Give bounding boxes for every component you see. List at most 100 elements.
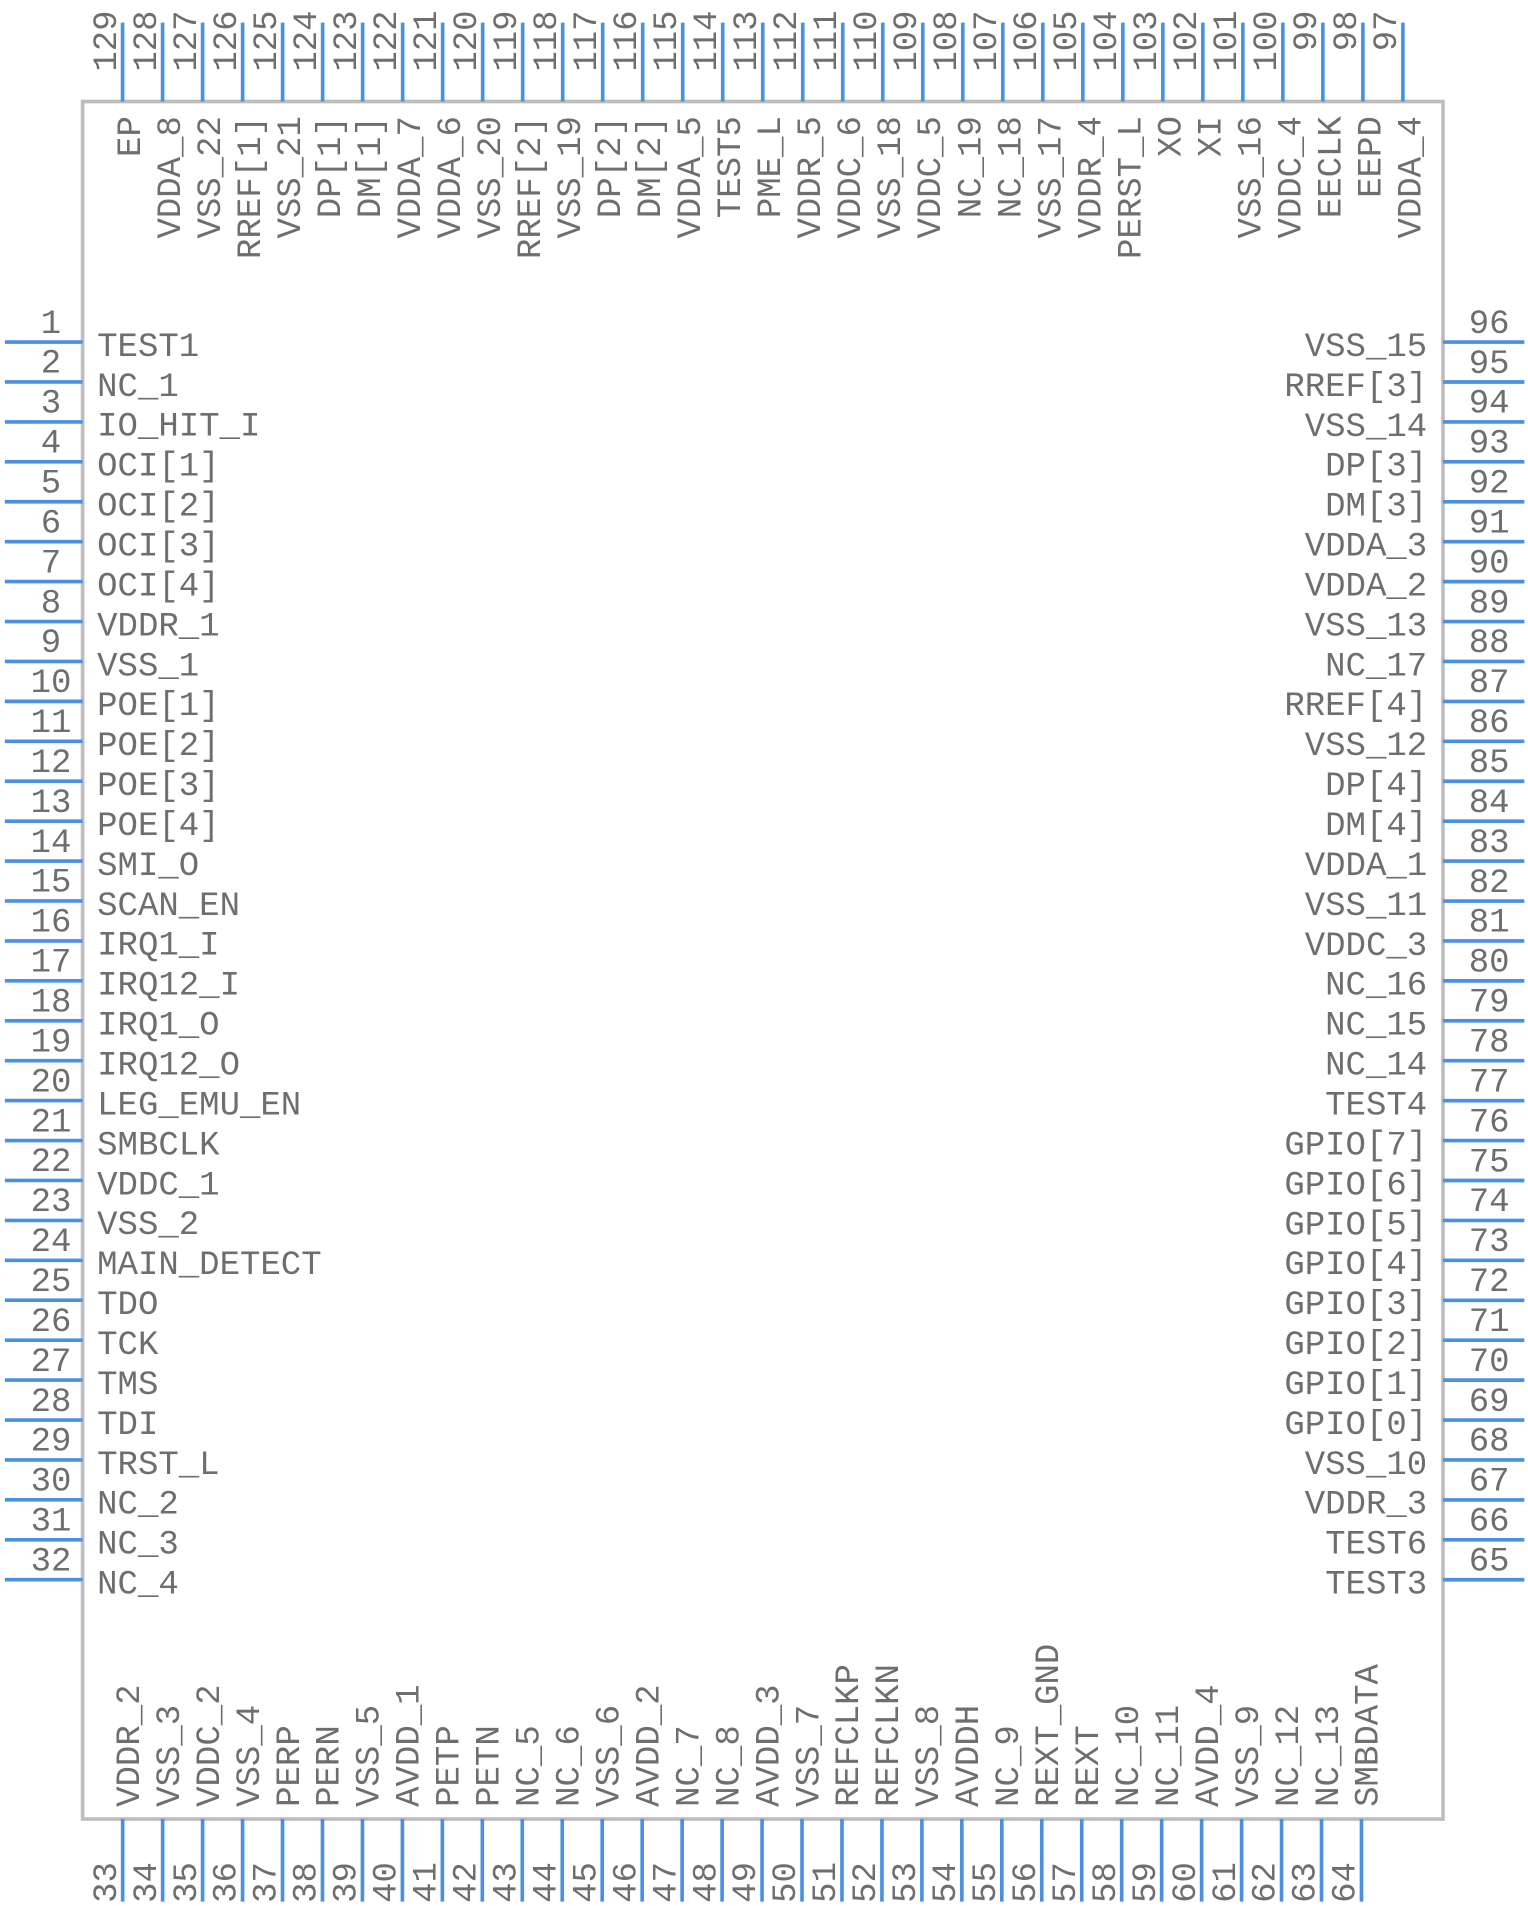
- pin-name: VDDA_3: [1305, 529, 1427, 567]
- pin-number: 15: [31, 865, 72, 903]
- pin-number: 6: [41, 505, 61, 543]
- pin-name: TDO: [97, 1287, 158, 1325]
- pin-number: 118: [529, 10, 567, 71]
- pin-name: VDDA_2: [1305, 568, 1427, 606]
- pin-name: VSS_13: [1305, 608, 1427, 646]
- pin-name: DP[3]: [1325, 449, 1427, 487]
- pin-number: 52: [848, 1862, 886, 1903]
- pin-name: AVDD_2: [631, 1684, 669, 1806]
- pin-name: VDDR_2: [112, 1684, 150, 1806]
- pin-name: GPIO[1]: [1284, 1367, 1427, 1405]
- pin-name: OCI[3]: [97, 529, 219, 567]
- pin-name: GPIO[2]: [1284, 1327, 1427, 1365]
- pin-name: IRQ12_O: [97, 1048, 240, 1086]
- pin-name: POE[3]: [97, 768, 219, 806]
- pin-name: PERP: [272, 1725, 310, 1807]
- pin-name: VDDR_4: [1073, 116, 1111, 238]
- pin-number: 74: [1469, 1184, 1510, 1222]
- pin-number: 110: [849, 10, 887, 71]
- pin-name: SMBDATA: [1351, 1663, 1389, 1806]
- pin-name: VSS_9: [1231, 1705, 1269, 1807]
- pin-number: 65: [1469, 1544, 1510, 1582]
- pin-name: NC_8: [711, 1725, 749, 1807]
- pin-number: 26: [31, 1304, 72, 1342]
- pin-name: REFCLKN: [871, 1664, 909, 1807]
- pin-number: 46: [608, 1862, 646, 1903]
- pin-name: XI: [1193, 116, 1231, 157]
- pin-name: VSS_6: [591, 1705, 629, 1807]
- pin-number: 97: [1369, 10, 1407, 51]
- pin-number: 77: [1469, 1064, 1510, 1102]
- pin-number: 21: [31, 1104, 72, 1142]
- pin-name: TEST5: [713, 116, 751, 218]
- pin-name: IRQ12_I: [97, 968, 240, 1006]
- pin-number: 27: [31, 1344, 72, 1382]
- pin-name: IRQ1_I: [97, 928, 219, 966]
- pin-name: RREF[1]: [233, 116, 271, 259]
- pin-name: NC_4: [97, 1567, 179, 1605]
- pin-number: 67: [1469, 1464, 1510, 1502]
- pin-name: DP[4]: [1325, 768, 1427, 806]
- pin-number: 56: [1008, 1862, 1046, 1903]
- pin-name: NC_5: [512, 1725, 550, 1807]
- pin-number: 95: [1469, 346, 1510, 384]
- pin-name: VDDA_7: [393, 116, 431, 238]
- pin-number: 107: [969, 10, 1007, 71]
- pin-number: 68: [1469, 1424, 1510, 1462]
- pin-name: VDDC_3: [1305, 928, 1427, 966]
- pin-name: VDDC_5: [913, 116, 951, 238]
- pin-number: 80: [1469, 945, 1510, 983]
- pin-name: VSS_4: [232, 1705, 270, 1807]
- pin-name: VDDC_6: [833, 116, 871, 238]
- pin-number: 28: [31, 1384, 72, 1422]
- pin-number: 117: [569, 10, 607, 71]
- pin-name: NC_15: [1325, 1008, 1427, 1046]
- pin-number: 58: [1088, 1862, 1126, 1903]
- pin-name: GPIO[7]: [1284, 1127, 1427, 1165]
- pin-number: 78: [1469, 1024, 1510, 1062]
- pin-name: VDDA_1: [1305, 848, 1427, 886]
- pin-name: VSS_20: [473, 116, 511, 238]
- pin-number: 43: [488, 1862, 526, 1903]
- pin-number: 66: [1469, 1504, 1510, 1542]
- pin-number: 101: [1209, 10, 1247, 71]
- pin-number: 64: [1328, 1862, 1366, 1903]
- pin-name: LEG_EMU_EN: [97, 1087, 301, 1125]
- pin-name: VSS_3: [152, 1705, 190, 1807]
- pin-name: PME_L: [753, 116, 791, 218]
- pin-number: 13: [31, 785, 72, 823]
- pin-number: 119: [489, 10, 527, 71]
- pin-name: VSS_17: [1033, 116, 1071, 238]
- pin-name: IRQ1_O: [97, 1008, 219, 1046]
- pin-number: 55: [968, 1862, 1006, 1903]
- pin-name: VSS_15: [1305, 329, 1427, 367]
- pin-name: GPIO[3]: [1284, 1287, 1427, 1325]
- pin-name: NC_10: [1111, 1705, 1149, 1807]
- pin-name: REFCLKP: [831, 1664, 869, 1807]
- pin-name: NC_1: [97, 369, 179, 407]
- pin-name: VSS_10: [1305, 1447, 1427, 1485]
- pin-number: 39: [329, 1862, 367, 1903]
- pin-name: SMBCLK: [97, 1127, 220, 1165]
- pin-number: 90: [1469, 545, 1510, 583]
- pin-number: 59: [1128, 1862, 1166, 1903]
- pin-name: NC_19: [953, 116, 991, 218]
- pin-name: DP[2]: [593, 116, 631, 218]
- pin-name: RREF[4]: [1284, 688, 1427, 726]
- pin-number: 92: [1469, 466, 1510, 504]
- pin-number: 48: [688, 1862, 726, 1903]
- pin-number: 50: [768, 1862, 806, 1903]
- pin-name: VSS_22: [193, 116, 231, 238]
- pin-number: 116: [609, 10, 647, 71]
- pin-number: 83: [1469, 825, 1510, 863]
- pin-number: 31: [31, 1504, 72, 1542]
- pin-number: 114: [689, 10, 727, 71]
- pin-name: GPIO[6]: [1284, 1167, 1427, 1205]
- pin-number: 102: [1169, 10, 1207, 71]
- pin-name: OCI[4]: [97, 568, 219, 606]
- pin-number: 45: [568, 1862, 606, 1903]
- pin-number: 105: [1049, 10, 1087, 71]
- pin-number: 93: [1469, 426, 1510, 464]
- pin-name: VDDR_3: [1305, 1487, 1427, 1525]
- pin-name: TRST_L: [97, 1447, 219, 1485]
